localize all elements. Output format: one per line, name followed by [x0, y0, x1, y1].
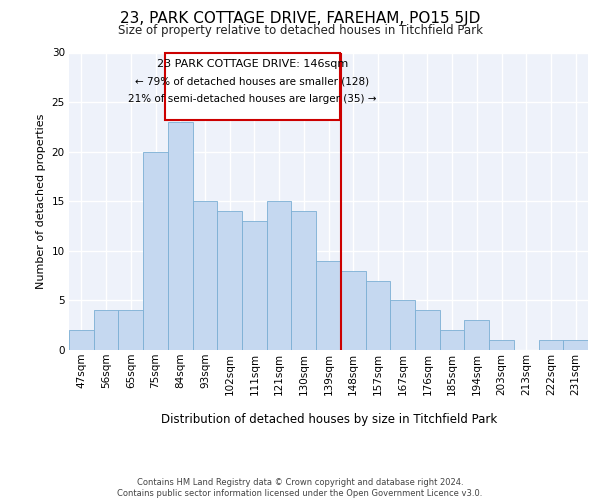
Bar [94, 310, 118, 350]
Text: 21% of semi-detached houses are larger (35) →: 21% of semi-detached houses are larger (… [128, 94, 377, 104]
Bar [563, 340, 588, 350]
Bar [316, 261, 341, 350]
Text: Distribution of detached houses by size in Titchfield Park: Distribution of detached houses by size … [161, 412, 497, 426]
Bar [440, 330, 464, 350]
Bar [193, 201, 217, 350]
Text: ← 79% of detached houses are smaller (128): ← 79% of detached houses are smaller (12… [136, 76, 370, 86]
Text: Size of property relative to detached houses in Titchfield Park: Size of property relative to detached ho… [118, 24, 482, 37]
Bar [217, 211, 242, 350]
Bar [489, 340, 514, 350]
Bar [292, 211, 316, 350]
Y-axis label: Number of detached properties: Number of detached properties [36, 114, 46, 289]
Bar [267, 201, 292, 350]
Bar [390, 300, 415, 350]
Bar [143, 152, 168, 350]
FancyBboxPatch shape [166, 52, 340, 120]
Bar [118, 310, 143, 350]
Bar [464, 320, 489, 350]
Text: 23 PARK COTTAGE DRIVE: 146sqm: 23 PARK COTTAGE DRIVE: 146sqm [157, 60, 348, 70]
Bar [415, 310, 440, 350]
Bar [539, 340, 563, 350]
Text: Contains HM Land Registry data © Crown copyright and database right 2024.
Contai: Contains HM Land Registry data © Crown c… [118, 478, 482, 498]
Bar [242, 221, 267, 350]
Bar [168, 122, 193, 350]
Bar [365, 280, 390, 350]
Bar [69, 330, 94, 350]
Bar [341, 270, 365, 350]
Text: 23, PARK COTTAGE DRIVE, FAREHAM, PO15 5JD: 23, PARK COTTAGE DRIVE, FAREHAM, PO15 5J… [120, 11, 480, 26]
